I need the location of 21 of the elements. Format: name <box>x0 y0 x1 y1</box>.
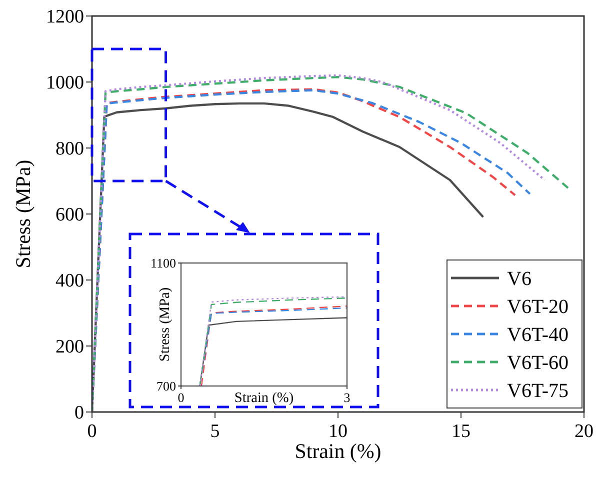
legend-label: V6T-75 <box>507 380 568 402</box>
x-tick-label: 0 <box>87 421 97 442</box>
legend-label: V6T-20 <box>507 296 568 318</box>
legend-label: V6T-40 <box>507 324 568 346</box>
y-tick-label: 200 <box>56 336 84 358</box>
x-tick-label: 3 <box>344 390 350 405</box>
y-tick-label: 1100 <box>150 256 176 271</box>
y-tick-label: 400 <box>56 270 84 292</box>
x-tick-label: 20 <box>574 421 594 442</box>
x-axis-title: Strain (%) <box>234 390 294 406</box>
y-tick-label: 700 <box>156 378 176 394</box>
y-tick-label: 600 <box>56 204 84 226</box>
y-axis-title: Stress (MPa) <box>157 287 173 362</box>
y-axis-title: Stress (MPa) <box>11 160 35 268</box>
x-tick-label: 5 <box>210 421 220 442</box>
y-tick-label: 800 <box>56 138 84 160</box>
y-tick-label: 1000 <box>46 72 84 94</box>
x-tick-label: 15 <box>452 421 470 442</box>
legend-label: V6T-60 <box>507 352 568 374</box>
y-tick-label: 1200 <box>46 6 84 28</box>
legend-label: V6 <box>507 268 532 290</box>
